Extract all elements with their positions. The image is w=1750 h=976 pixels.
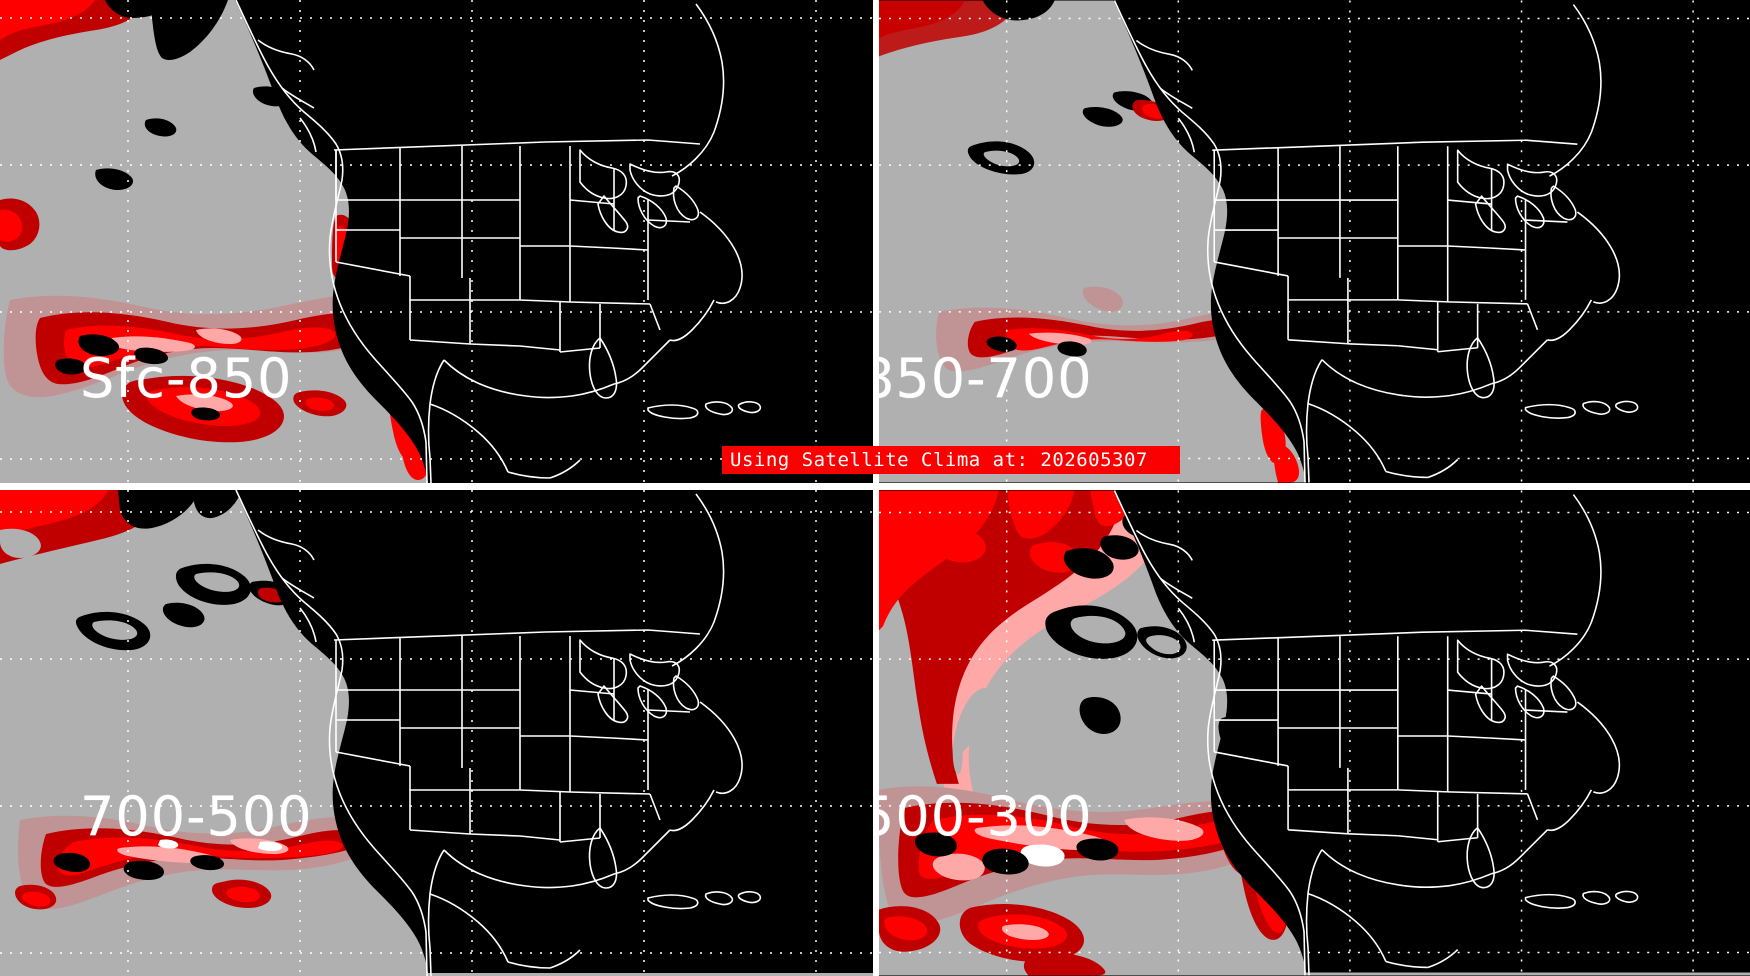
map-panel-sfc-850[interactable]: Sfc-850 [0,0,873,483]
graticule [879,0,1750,483]
map-svg [879,0,1750,483]
graticule [0,0,873,483]
panel-divider-horizontal [0,483,1750,490]
map-panel-500-300[interactable]: 500-300 [879,490,1750,976]
coastlines-and-borders [1113,490,1639,976]
moisture-field [0,0,429,480]
status-banner[interactable]: Using Satellite Clima at: 202605307 [722,446,1180,474]
map-svg [879,490,1750,976]
map-canvas [879,0,1750,483]
map-canvas [0,490,873,976]
map-svg [0,0,873,483]
graticule [0,490,873,976]
map-canvas [0,0,873,483]
graticule [879,490,1750,976]
coastlines-and-borders [235,490,762,976]
coastlines-and-borders [1113,0,1639,483]
map-svg [0,490,873,976]
map-canvas [879,490,1750,976]
map-panel-850-700[interactable]: 850-700 [879,0,1750,483]
moisture-field [0,490,382,910]
coastlines-and-borders [235,0,762,483]
map-panel-700-500[interactable]: 700-500 [0,490,873,976]
